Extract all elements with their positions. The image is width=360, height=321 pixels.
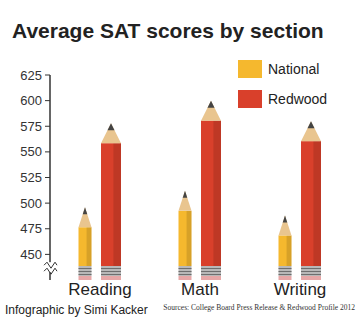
y-tick-label: 500: [20, 196, 42, 211]
y-tick: [45, 126, 50, 127]
pencil-bar: [301, 121, 321, 280]
pencil-bar: [79, 207, 92, 280]
x-tick-label: Math: [181, 280, 219, 299]
y-tick: [45, 203, 50, 204]
pencil-bar: [201, 101, 221, 280]
marks: [79, 101, 322, 280]
y-tick: [45, 100, 50, 101]
title: Average SAT scores by section: [12, 19, 324, 42]
y-tick: [45, 177, 50, 178]
credit: Infographic by Simi Kacker: [5, 303, 148, 317]
y-tick: [45, 228, 50, 229]
axis-break: [44, 262, 57, 274]
pencil-bar: [179, 191, 192, 280]
y-tick: [45, 75, 50, 76]
pencil-bar: [101, 123, 121, 280]
y-tick-label: 550: [20, 144, 42, 159]
chart-svg: Average SAT scores by section 450 475 500 52…: [0, 0, 360, 321]
y-tick: [45, 151, 50, 152]
y-tick-label: 450: [20, 247, 42, 262]
pencil-bar: [279, 215, 292, 280]
y-tick-label: 575: [20, 119, 42, 134]
legend-label: Redwood: [268, 91, 327, 107]
y-tick: [45, 254, 50, 255]
legend-swatch: [238, 90, 262, 108]
source: Sources: College Board Press Release & R…: [163, 303, 355, 312]
y-tick-label: 600: [20, 93, 42, 108]
y-tick-label: 525: [20, 170, 42, 185]
legend-label: National: [268, 61, 319, 77]
y-tick-label: 475: [20, 221, 42, 236]
chart-root: Average SAT scores by section 450 475 500 52…: [0, 0, 360, 321]
x-tick-label: Reading: [68, 280, 131, 299]
x-tick-label: Writing: [274, 280, 327, 299]
y-tick-label: 625: [20, 68, 42, 83]
legend-swatch: [238, 60, 262, 78]
